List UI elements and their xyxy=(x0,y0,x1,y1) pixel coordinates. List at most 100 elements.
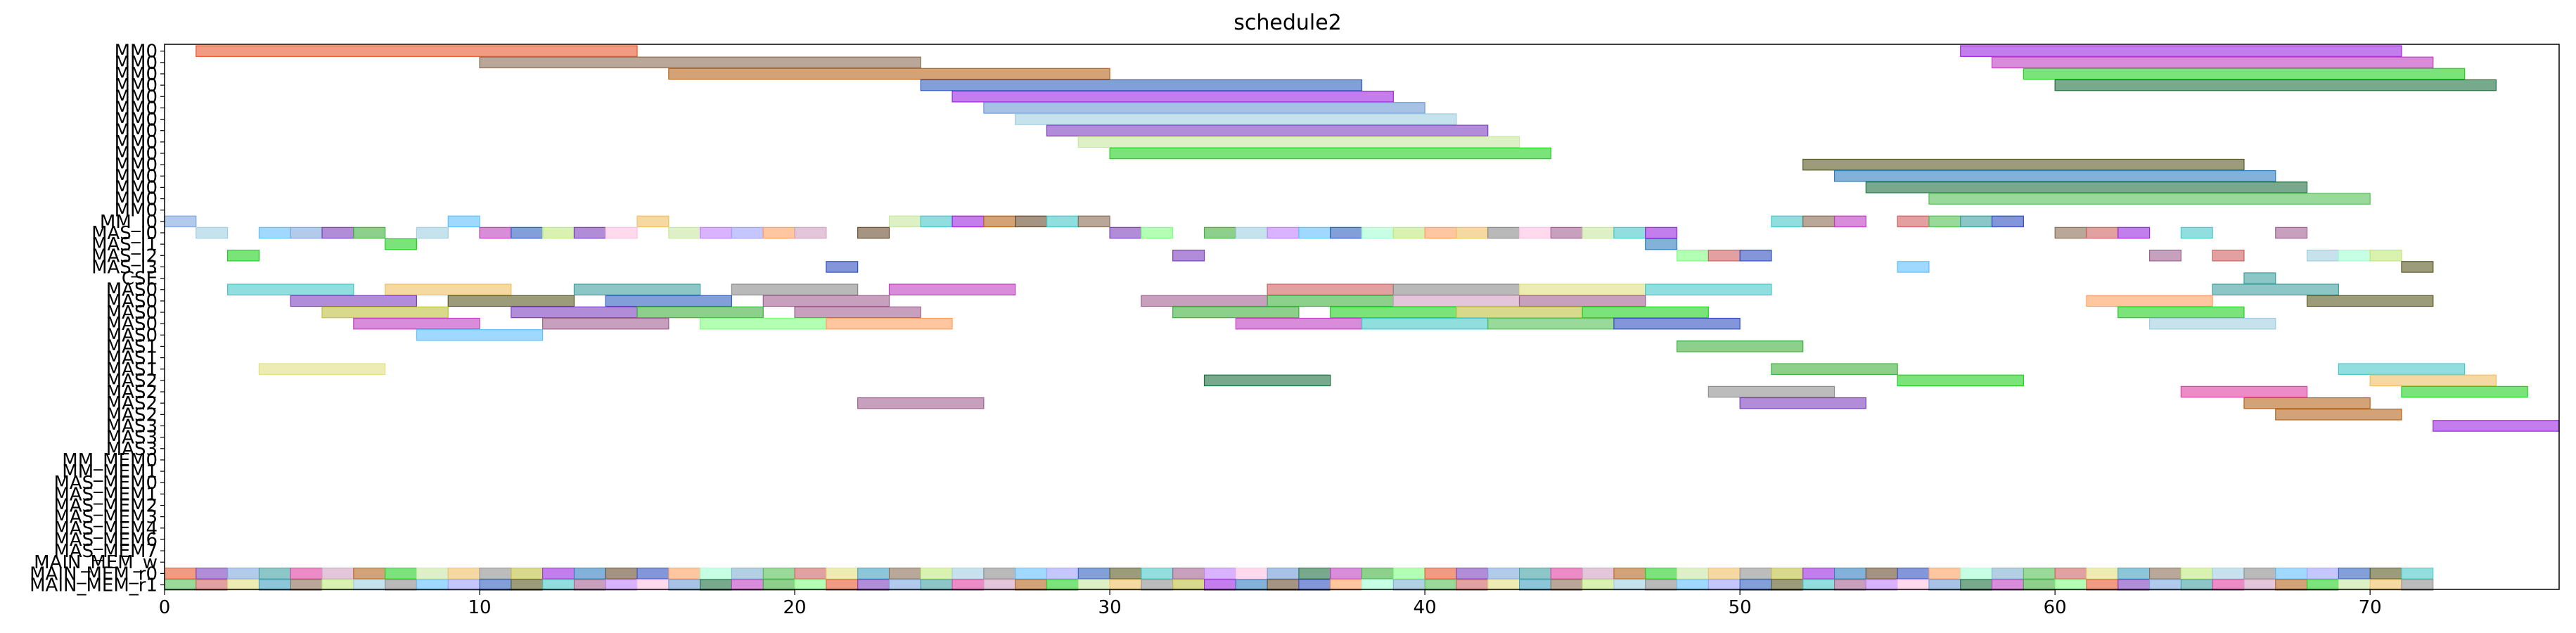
task-bar xyxy=(447,215,480,228)
task-bar xyxy=(1298,226,1331,239)
task-bar xyxy=(1267,295,1394,307)
memory-bar xyxy=(826,568,859,580)
memory-bar xyxy=(2023,568,2056,580)
task-bar xyxy=(542,317,669,330)
task-bar xyxy=(1235,317,1363,330)
task-bar xyxy=(857,397,985,409)
memory-bar xyxy=(1739,568,1772,580)
task-bar xyxy=(794,226,827,239)
task-bar xyxy=(2180,226,2213,239)
memory-bar xyxy=(2401,579,2434,591)
memory-bar xyxy=(542,579,575,591)
memory-bar xyxy=(731,568,764,580)
memory-bar xyxy=(1487,579,1520,591)
memory-bar xyxy=(1015,579,1047,591)
x-tick-label: 50 xyxy=(1729,597,1752,618)
memory-bar xyxy=(1707,568,1741,580)
task-bar xyxy=(1897,261,1930,273)
y-tick-label: MAS_MEM7 xyxy=(53,541,158,562)
memory-bar xyxy=(2117,568,2151,580)
memory-bar xyxy=(1550,568,1583,580)
task-bar xyxy=(1172,306,1300,319)
y-tick-label: MAS3 xyxy=(106,416,158,437)
task-bar xyxy=(385,238,418,250)
task-bar xyxy=(196,45,638,57)
y-tick-label: MAS1 xyxy=(106,348,158,369)
task-bar xyxy=(447,295,575,307)
task-bar xyxy=(1991,215,2024,228)
y-tick-label: MM0 xyxy=(115,87,158,108)
memory-bar xyxy=(700,568,732,580)
task-bar xyxy=(731,226,764,239)
memory-bar xyxy=(2149,568,2181,580)
memory-bar xyxy=(1361,568,1394,580)
memory-bar xyxy=(951,579,985,591)
task-bar xyxy=(668,226,701,239)
task-bar xyxy=(164,215,197,228)
memory-bar xyxy=(1109,579,1142,591)
memory-bar xyxy=(983,568,1016,580)
task-bar xyxy=(1928,193,2371,205)
y-tick-label: MM0 xyxy=(115,132,158,153)
memory-bar xyxy=(1172,579,1205,591)
x-axis: 0 10 20 30 40 50 60 70 xyxy=(159,589,2382,618)
task-bar xyxy=(573,226,606,239)
memory-bar xyxy=(636,568,669,580)
memory-bar xyxy=(636,579,669,591)
y-tick-label: MM0 xyxy=(115,166,158,187)
task-bar xyxy=(826,261,859,273)
task-bar xyxy=(1487,226,1520,239)
task-bar xyxy=(1676,250,1709,262)
task-bar xyxy=(2054,226,2087,239)
task-bar xyxy=(2180,385,2308,398)
memory-bar xyxy=(2243,579,2276,591)
memory-bar xyxy=(353,579,386,591)
memory-bar xyxy=(762,568,795,580)
task-bar xyxy=(227,250,260,262)
task-bar xyxy=(2338,363,2466,376)
memory-bar xyxy=(1834,568,1866,580)
task-bar xyxy=(416,329,544,341)
task-bar xyxy=(951,90,1394,103)
memory-bar xyxy=(1960,568,1993,580)
y-tick-label: MAS1 xyxy=(106,336,158,357)
memory-bar xyxy=(1487,568,1520,580)
memory-bar xyxy=(447,579,480,591)
memory-bar xyxy=(479,568,512,580)
y-tick-label: MAS_MEM6 xyxy=(53,530,158,551)
memory-bar xyxy=(762,579,795,591)
memory-bar xyxy=(542,568,575,580)
memory-bar xyxy=(1077,568,1110,580)
task-bar xyxy=(321,226,354,239)
task-bar xyxy=(983,102,1425,114)
memory-bar xyxy=(1077,579,1110,591)
memory-bar xyxy=(196,568,229,580)
memory-bar xyxy=(290,568,323,580)
memory-bar xyxy=(1456,568,1489,580)
memory-bar xyxy=(888,579,921,591)
task-bar xyxy=(2306,250,2339,262)
task-bar xyxy=(1015,215,1048,228)
task-bar xyxy=(1960,215,1993,228)
task-bar xyxy=(1833,170,2276,182)
y-tick-labels: MM0MM0MM0MM0MM0MM0MM0MM0MM0MM0MM0MM0MM0M… xyxy=(30,41,165,596)
task-bar xyxy=(1771,363,1898,376)
task-bar xyxy=(1046,124,1489,136)
memory-bar xyxy=(1771,579,1804,591)
memory-bar xyxy=(2307,579,2339,591)
task-bar xyxy=(1141,226,1174,239)
task-bar xyxy=(1235,226,1268,239)
y-tick-label: MM0 xyxy=(115,177,158,198)
y-tick-label: MAS2 xyxy=(106,393,158,414)
memory-bar xyxy=(1424,579,1457,591)
memory-bar xyxy=(857,579,890,591)
task-bar xyxy=(762,295,890,307)
x-tick-label: 60 xyxy=(2044,597,2067,618)
task-bar xyxy=(1109,226,1142,239)
memory-bar xyxy=(2086,568,2119,580)
task-bar xyxy=(2148,317,2276,330)
y-tick-label: MAS_I3 xyxy=(91,257,158,278)
memory-bar xyxy=(1267,579,1300,591)
y-tick-label: MM0 xyxy=(115,75,158,96)
memory-bar xyxy=(2338,568,2371,580)
